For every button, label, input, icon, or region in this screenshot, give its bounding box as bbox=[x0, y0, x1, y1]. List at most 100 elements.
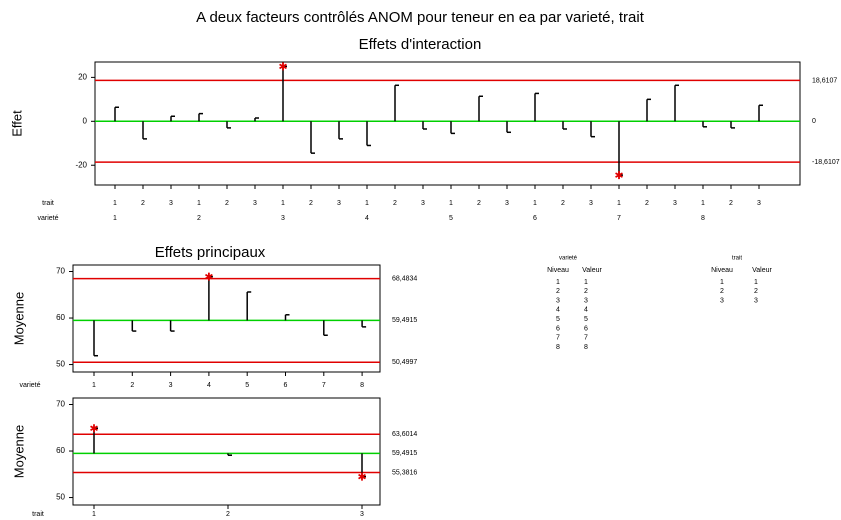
x-tick-label: 2 bbox=[225, 200, 229, 207]
limit-label: -18,6107 bbox=[812, 159, 840, 166]
x-tick-label: 3 bbox=[757, 200, 761, 207]
table-cell: 3 bbox=[556, 297, 560, 304]
limit-label: 68,4834 bbox=[392, 275, 417, 282]
limit-label: 18,6107 bbox=[812, 77, 837, 84]
x-tick-label: 3 bbox=[505, 200, 509, 207]
x-tick-label: 2 bbox=[141, 200, 145, 207]
x-tick-label: 2 bbox=[645, 200, 649, 207]
y-tick-label: -20 bbox=[75, 160, 87, 169]
x-tick-label: 3 bbox=[169, 200, 173, 207]
x-tick-label: 1 bbox=[449, 200, 453, 207]
x-tick-label: 6 bbox=[533, 215, 537, 222]
x-tick-label: 1 bbox=[113, 200, 117, 207]
limit-label: 59,4915 bbox=[392, 317, 417, 324]
limit-label: 0 bbox=[812, 118, 816, 125]
plot-frame bbox=[94, 61, 801, 186]
limit-label: 59,4915 bbox=[392, 450, 417, 457]
table-cell: 2 bbox=[754, 288, 758, 295]
y-tick-label: 0 bbox=[83, 116, 88, 125]
x-tick-label: 3 bbox=[281, 215, 285, 222]
table-cell: 5 bbox=[584, 316, 588, 323]
x-tick-label: 1 bbox=[281, 200, 285, 207]
x-tick-label: 3 bbox=[421, 200, 425, 207]
table-cell: 6 bbox=[584, 325, 588, 332]
x-axis-label: varieté bbox=[37, 215, 58, 222]
x-tick-label: 2 bbox=[130, 382, 134, 389]
x-tick-label: 3 bbox=[337, 200, 341, 207]
table-title: varieté bbox=[559, 256, 578, 262]
table-cell: 1 bbox=[556, 279, 560, 286]
y-tick-label: 70 bbox=[56, 267, 65, 276]
x-axis-label: trait bbox=[32, 511, 44, 518]
x-tick-label: 5 bbox=[449, 215, 453, 222]
table-cell: 8 bbox=[584, 344, 588, 351]
x-tick-label: 1 bbox=[533, 200, 537, 207]
x-tick-label: 5 bbox=[245, 382, 249, 389]
table-cell: 3 bbox=[584, 297, 588, 304]
table-cell: 5 bbox=[556, 316, 560, 323]
y-axis-label: Moyenne bbox=[11, 292, 26, 345]
x-axis-label: varieté bbox=[19, 382, 40, 389]
x-tick-label: 3 bbox=[589, 200, 593, 207]
limit-label: 55,3816 bbox=[392, 469, 417, 476]
x-tick-label: 4 bbox=[365, 215, 369, 222]
table-cell: 7 bbox=[584, 335, 588, 342]
table-cell: 1 bbox=[720, 279, 724, 286]
table-cell: 2 bbox=[584, 288, 588, 295]
y-tick-label: 50 bbox=[56, 360, 65, 369]
limit-label: 63,6014 bbox=[392, 431, 417, 438]
x-tick-label: 3 bbox=[360, 511, 364, 518]
table-cell: 6 bbox=[556, 325, 560, 332]
chart-title: A deux facteurs contrôlés ANOM pour tene… bbox=[196, 9, 645, 26]
table-cell: 1 bbox=[754, 279, 758, 286]
y-tick-label: 50 bbox=[56, 493, 65, 502]
table-cell: 3 bbox=[754, 297, 758, 304]
table-title: trait bbox=[732, 256, 742, 262]
x-tick-label: 1 bbox=[92, 511, 96, 518]
out-of-limit-marker bbox=[90, 424, 98, 433]
y-tick-label: 60 bbox=[56, 313, 65, 322]
x-tick-label: 6 bbox=[284, 382, 288, 389]
out-of-limit-marker bbox=[615, 171, 623, 180]
x-tick-label: 1 bbox=[365, 200, 369, 207]
y-axis-label: Effet bbox=[9, 110, 24, 137]
out-of-limit-marker bbox=[279, 62, 287, 71]
chart-subtitle: Effets d'interaction bbox=[359, 36, 482, 53]
table-header: Valeur bbox=[752, 267, 772, 274]
x-tick-label: 7 bbox=[322, 382, 326, 389]
limit-label: 50,4997 bbox=[392, 359, 417, 366]
x-tick-label: 2 bbox=[197, 215, 201, 222]
x-tick-label: 1 bbox=[617, 200, 621, 207]
table-cell: 4 bbox=[556, 307, 560, 314]
table-cell: 3 bbox=[720, 297, 724, 304]
x-tick-label: 3 bbox=[253, 200, 257, 207]
x-tick-label: 2 bbox=[226, 511, 230, 518]
x-tick-label: 1 bbox=[113, 215, 117, 222]
table-cell: 7 bbox=[556, 335, 560, 342]
table-cell: 2 bbox=[720, 288, 724, 295]
y-tick-label: 60 bbox=[56, 446, 65, 455]
x-tick-label: 4 bbox=[207, 382, 211, 389]
chart-title: Effets principaux bbox=[155, 244, 266, 261]
x-tick-label: 8 bbox=[701, 215, 705, 222]
table-cell: 4 bbox=[584, 307, 588, 314]
y-axis-label: Moyenne bbox=[11, 425, 26, 478]
x-axis-label: trait bbox=[42, 200, 54, 207]
plot-frame bbox=[72, 397, 381, 506]
x-tick-label: 2 bbox=[477, 200, 481, 207]
x-tick-label: 1 bbox=[701, 200, 705, 207]
y-tick-label: 20 bbox=[78, 72, 87, 81]
x-tick-label: 1 bbox=[92, 382, 96, 389]
x-tick-label: 2 bbox=[561, 200, 565, 207]
y-tick-label: 70 bbox=[56, 400, 65, 409]
x-tick-label: 2 bbox=[309, 200, 313, 207]
out-of-limit-marker bbox=[204, 272, 213, 281]
x-tick-label: 8 bbox=[360, 382, 364, 389]
table-cell: 8 bbox=[556, 344, 560, 351]
table-header: Niveau bbox=[711, 267, 733, 274]
x-tick-label: 7 bbox=[617, 215, 621, 222]
x-tick-label: 2 bbox=[393, 200, 397, 207]
table-header: Valeur bbox=[582, 267, 602, 274]
x-tick-label: 2 bbox=[729, 200, 733, 207]
